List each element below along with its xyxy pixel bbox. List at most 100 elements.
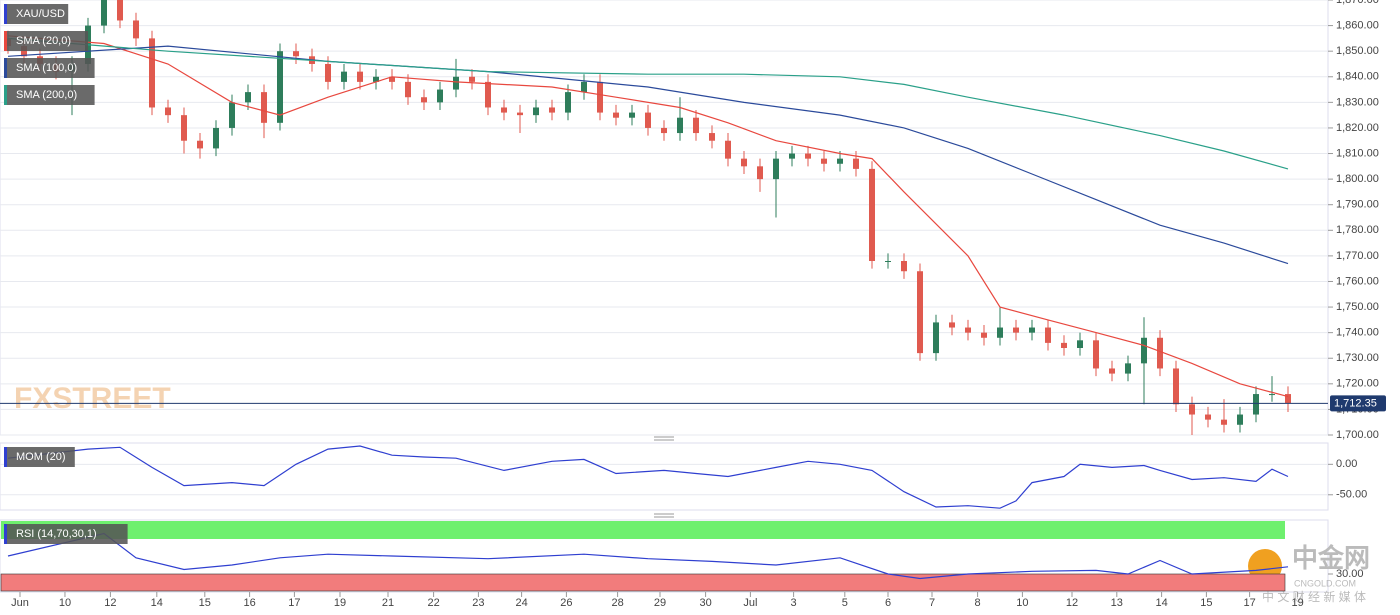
x-tick-label: 8: [975, 597, 981, 609]
x-tick-label: 28: [611, 597, 623, 609]
x-tick-label: 17: [1243, 597, 1255, 609]
mom-panel: [0, 442, 1329, 511]
candle-body: [565, 92, 571, 113]
candle-body: [245, 92, 251, 103]
candle-body: [469, 76, 475, 82]
line-series: [7, 35, 1289, 398]
panel-2: 30.00 Jun 10 12 14 15 16 17 19 21 22 23 24 26 28 29 30 Ju…: [0, 521, 1364, 609]
legend-swatch: [4, 4, 7, 24]
candle-body: [949, 322, 955, 328]
candle-body: [229, 102, 235, 128]
candle-body: [485, 81, 491, 108]
x-tick-label: 16: [243, 597, 255, 609]
y-tick-label: 1,830.00: [1336, 96, 1379, 108]
candle-body: [677, 117, 683, 134]
candle-body: [293, 51, 299, 57]
candle-body: [741, 158, 747, 167]
candle-body: [869, 168, 875, 261]
candle-body: [101, 0, 107, 26]
legend-box: [4, 524, 128, 544]
legend-label: SMA (20,0): [16, 35, 71, 47]
candle-body: [1029, 327, 1035, 333]
candle-body: [917, 271, 923, 354]
y-tick-label: 1,800.00: [1336, 173, 1379, 185]
candle-body: [133, 20, 139, 39]
x-tick-label: 6: [885, 597, 891, 609]
candle-body: [1045, 327, 1051, 343]
line-series: [7, 445, 1289, 509]
candle-body: [1237, 414, 1243, 425]
candle-body: [533, 107, 539, 116]
candle-body: [117, 0, 123, 21]
y-tick-label: 1,860.00: [1336, 19, 1379, 31]
candle-body: [437, 89, 443, 103]
candle-body: [165, 107, 171, 116]
legend-label: SMA (100,0): [16, 62, 77, 74]
x-tick-label: 10: [1016, 597, 1028, 609]
x-tick-label: 10: [59, 597, 71, 609]
x-tick-label: 13: [1111, 597, 1123, 609]
legend-swatch: [4, 524, 7, 544]
line-series: [7, 532, 1289, 580]
x-tick-label: 15: [1200, 597, 1212, 609]
candle-body: [661, 127, 667, 134]
y-tick-label: 1,730.00: [1336, 352, 1379, 364]
legend-label: RSI (14,70,30,1): [16, 528, 97, 540]
x-tick-label: Jun: [11, 597, 29, 609]
x-tick-label: 21: [382, 597, 394, 609]
x-tick-label: 19: [334, 597, 346, 609]
candle-body: [213, 127, 219, 149]
candle-body: [901, 261, 907, 272]
candle-body: [1061, 342, 1067, 348]
candle-body: [341, 71, 347, 82]
legend-box: [4, 85, 95, 105]
candle-body: [693, 117, 699, 134]
overbought-zone: [1, 521, 1285, 539]
candle-body: [277, 51, 283, 123]
legend-label: XAU/USD: [16, 8, 65, 20]
y-tick-label: 1,850.00: [1336, 45, 1379, 57]
legend-swatch: [4, 447, 7, 467]
candle-body: [1269, 394, 1275, 396]
line-series: [7, 37, 1289, 170]
divider[interactable]: [654, 436, 674, 441]
candle-body: [805, 153, 811, 159]
candle-body: [1077, 340, 1083, 348]
candle-body: [725, 140, 731, 159]
legend-box: [4, 447, 75, 467]
candle-body: [501, 107, 507, 113]
candle-body: [1013, 327, 1019, 333]
candle-body: [453, 76, 459, 90]
x-tick-label: 3: [791, 597, 797, 609]
candle-body: [197, 140, 203, 149]
candle-body: [789, 153, 795, 159]
candle-body: [613, 112, 619, 118]
logo: 中金网: [1292, 543, 1370, 573]
divider[interactable]: [654, 513, 674, 518]
x-tick-label: 26: [560, 597, 572, 609]
legend-box: [4, 58, 95, 78]
y-tick-label: 0.00: [1336, 458, 1357, 470]
legend-box: [4, 4, 69, 24]
candle-body: [853, 158, 859, 169]
y-tick-label: 1,790.00: [1336, 199, 1379, 211]
y-tick-label: 1,700.00: [1336, 429, 1379, 441]
watermark: FXSTREET: [14, 382, 171, 415]
x-tick-label: 30: [699, 597, 711, 609]
last-price-tag-bg: [1330, 395, 1386, 412]
legend-label: SMA (200,0): [16, 89, 77, 101]
candle-body: [1205, 414, 1211, 420]
candle-body: [1109, 368, 1115, 374]
oversold-zone: [0, 573, 1286, 592]
candle-body: [373, 76, 379, 82]
candle-body: [1221, 419, 1227, 425]
candle-body: [885, 261, 891, 262]
x-tick-label: 19: [1291, 597, 1303, 609]
candle-body: [325, 63, 331, 82]
legend-label: MOM (20): [16, 451, 66, 463]
candle-body: [597, 81, 603, 113]
x-tick-label: 23: [472, 597, 484, 609]
y-tick-label: -50.00: [1336, 489, 1367, 501]
candle-body: [149, 38, 155, 108]
x-tick-label: 14: [1155, 597, 1167, 609]
